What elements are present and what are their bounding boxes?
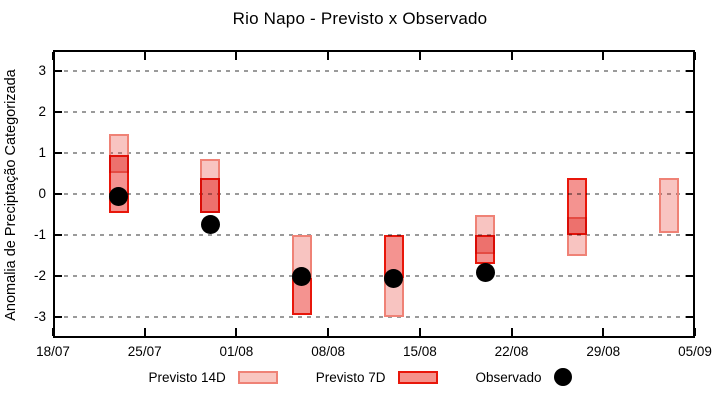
bar-previsto-7d bbox=[200, 177, 221, 213]
x-tick-label: 05/09 bbox=[678, 344, 712, 359]
observado-dot bbox=[475, 262, 495, 282]
gridline-y-3 bbox=[55, 69, 693, 72]
x-tick-label: 15/08 bbox=[402, 344, 437, 359]
bar-previsto-14d bbox=[658, 177, 679, 234]
x-tick-bottom-25/07 bbox=[143, 328, 146, 336]
x-tick-top-29/08 bbox=[602, 52, 605, 60]
observado-dot-icon bbox=[553, 368, 572, 386]
chart-title: Rio Napo - Previsto x Observado bbox=[232, 9, 488, 28]
plot-border bbox=[53, 50, 695, 338]
observado-dot bbox=[200, 215, 220, 235]
y-tick-right--1 bbox=[686, 234, 693, 237]
x-tick-top-05/09 bbox=[694, 52, 696, 60]
x-tick-bottom-18/07 bbox=[52, 328, 54, 336]
legend: Previsto 14D Previsto 7D Observado bbox=[0, 368, 720, 386]
x-tick-top-18/07 bbox=[52, 52, 54, 60]
y-tick-right-2 bbox=[686, 110, 693, 113]
observado-dot bbox=[109, 186, 128, 206]
gridline-y--1 bbox=[55, 234, 693, 237]
x-tick-top-01/08 bbox=[235, 52, 238, 60]
x-tick-bottom-22/08 bbox=[510, 328, 513, 336]
y-tick-left--1 bbox=[55, 234, 62, 237]
gridline-y--3 bbox=[55, 316, 693, 319]
y-tick-right-3 bbox=[686, 69, 693, 72]
x-tick-bottom-05/09 bbox=[694, 328, 696, 336]
observado-dot bbox=[292, 266, 312, 286]
legend-label-previsto-7d: Previsto 7D bbox=[315, 369, 386, 385]
gridline-y-0 bbox=[55, 193, 693, 195]
y-tick-left--2 bbox=[55, 275, 62, 278]
x-tick-label: 01/08 bbox=[219, 344, 254, 359]
x-tick-bottom-01/08 bbox=[235, 328, 238, 336]
x-tick-top-22/08 bbox=[510, 52, 513, 60]
gridline-y-2 bbox=[55, 110, 693, 113]
previsto-7d-swatch-icon bbox=[397, 370, 438, 384]
legend-item-observado: Observado bbox=[476, 368, 572, 386]
gridline-y-1 bbox=[55, 151, 693, 154]
y-tick-left-2 bbox=[55, 110, 62, 113]
legend-item-previsto-14d: Previsto 14D bbox=[148, 369, 278, 385]
x-tick-label: 18/07 bbox=[36, 344, 70, 359]
gridline-y--2 bbox=[55, 275, 693, 278]
y-tick-right-1 bbox=[686, 151, 693, 154]
x-tick-top-15/08 bbox=[418, 52, 421, 60]
y-tick-label: 3 bbox=[38, 62, 46, 78]
x-tick-label: 25/07 bbox=[127, 344, 162, 359]
previsto-14d-swatch-icon bbox=[237, 370, 278, 384]
x-tick-top-25/07 bbox=[143, 52, 146, 60]
y-tick-label: 1 bbox=[38, 144, 46, 160]
y-tick-left--3 bbox=[55, 316, 62, 319]
x-tick-label: 22/08 bbox=[494, 344, 529, 359]
y-tick-right-0 bbox=[686, 193, 693, 195]
legend-label-previsto-14d: Previsto 14D bbox=[148, 369, 226, 385]
y-tick-label: -3 bbox=[33, 309, 46, 325]
y-tick-left-3 bbox=[55, 69, 62, 72]
y-tick-right--2 bbox=[686, 275, 693, 278]
y-tick-label: 2 bbox=[38, 103, 46, 119]
x-tick-label: 08/08 bbox=[311, 344, 346, 359]
x-tick-bottom-08/08 bbox=[327, 328, 330, 336]
observado-dot bbox=[384, 268, 404, 288]
legend-item-previsto-7d: Previsto 7D bbox=[316, 370, 438, 385]
y-tick-left-0 bbox=[55, 193, 62, 195]
bar-previsto-7d bbox=[567, 177, 588, 236]
x-tick-top-08/08 bbox=[327, 52, 330, 60]
x-tick-label: 29/08 bbox=[586, 344, 621, 359]
y-tick-label: 0 bbox=[38, 186, 46, 201]
y-tick-label: -1 bbox=[33, 227, 46, 243]
y-tick-left-1 bbox=[55, 151, 62, 154]
y-tick-label: -2 bbox=[33, 268, 46, 284]
legend-label-observado: Observado bbox=[475, 369, 542, 385]
y-tick-right--3 bbox=[686, 316, 693, 319]
x-tick-bottom-29/08 bbox=[602, 328, 605, 336]
x-tick-bottom-15/08 bbox=[418, 328, 421, 336]
